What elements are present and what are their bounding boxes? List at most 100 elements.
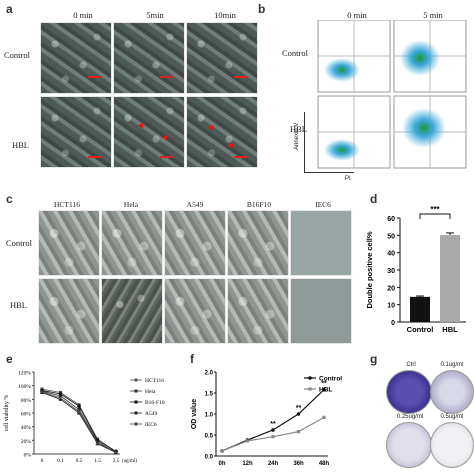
x-tick-label: HBL [442, 325, 458, 334]
legend-marker [308, 387, 312, 391]
y-tick-label: 60 [387, 216, 395, 223]
y-tick-label: 1.5 [205, 392, 214, 398]
scale-bar [160, 156, 174, 158]
micrograph [40, 22, 112, 94]
data-point [58, 394, 63, 398]
bar [440, 234, 460, 322]
cell-line-label: A549 [186, 200, 204, 209]
micrograph [113, 22, 185, 94]
arrow-icon: ◄ [160, 132, 169, 142]
row-label: HBL [290, 124, 307, 134]
y-tick-label: 2.0 [205, 371, 214, 377]
significance-label: ** [270, 421, 276, 428]
cell-line-label: IEC6 [315, 200, 331, 209]
row-label: HBL [12, 140, 29, 150]
colony-dish [386, 422, 432, 468]
micrograph [113, 96, 185, 168]
micrograph [290, 210, 352, 276]
y-tick-label: 50 [387, 233, 395, 240]
cell-line-label: Hela [123, 200, 139, 209]
y-axis-label: Double positive cell% [365, 231, 374, 308]
legend-label: Control [319, 376, 342, 383]
data-point [95, 440, 100, 446]
legend-label: A549 [145, 411, 157, 417]
x-tick-label: 12h [242, 461, 253, 467]
significance-label: ** [296, 405, 302, 412]
micrograph [186, 96, 258, 168]
y-tick-label: 0.5 [205, 434, 214, 440]
significance-label: *** [430, 205, 440, 214]
y-tick-label: 100% [18, 384, 31, 390]
legend-marker [134, 422, 138, 426]
data-point [296, 412, 301, 416]
time-label: 0 min [347, 10, 367, 20]
panel-a-label: a [6, 2, 13, 16]
data-point [58, 395, 63, 401]
time-label: 5 min [423, 10, 443, 20]
flow-plot [317, 20, 391, 93]
data-point [58, 397, 63, 401]
legend-label: HBL [319, 387, 332, 394]
x-tick-label: 0.1 [57, 458, 64, 464]
scale-bar [160, 76, 174, 78]
x-tick-label: 0h [218, 461, 225, 467]
dish-label: 0.1ug/ml [440, 362, 464, 368]
scale-bar [88, 76, 102, 78]
x-tick-label: Control [407, 325, 434, 334]
data-point [271, 428, 275, 432]
cell-line-label: HCT116 [54, 200, 80, 209]
data-point [271, 435, 275, 439]
arrow-icon: ◄ [226, 140, 235, 150]
micrograph [164, 210, 226, 276]
arrow-icon: ◄ [206, 122, 215, 132]
scale-bar [234, 156, 248, 158]
series-line [41, 392, 117, 453]
colony-dish [430, 370, 474, 414]
time-label: 0 min [73, 10, 93, 20]
legend-label: IEC6 [145, 422, 157, 428]
legend-marker [308, 376, 312, 380]
x-tick-label: 2.5 [113, 458, 120, 464]
data-point [77, 404, 81, 408]
colony-dish [386, 370, 432, 414]
micrograph [186, 22, 258, 94]
panel-b-label: b [258, 2, 266, 16]
series-line [41, 391, 117, 453]
legend-label: HCT116 [145, 378, 164, 384]
y-tick-label: 20% [21, 439, 32, 445]
data-point [113, 449, 119, 455]
legend-marker [134, 400, 138, 404]
y-tick-label: 60% [21, 412, 32, 418]
micrograph [38, 278, 100, 344]
scale-bar [234, 76, 248, 78]
data-point [220, 449, 224, 453]
x-tick-label: 0 [41, 458, 44, 464]
axis-line [304, 172, 354, 173]
x-tick-label: 1.5 [94, 458, 101, 464]
data-point [39, 389, 45, 394]
micrograph [290, 278, 352, 344]
row-label: Control [6, 238, 32, 248]
panel-f-label: f [190, 352, 194, 366]
data-point [77, 407, 81, 412]
legend-label: Hela [145, 389, 156, 395]
x-tick-label: 36h [293, 461, 304, 467]
time-label: 10min [214, 10, 236, 20]
x-unit-label: (ug/ml) [122, 459, 137, 464]
series-line [41, 388, 117, 453]
micrograph [227, 278, 289, 344]
data-point [296, 430, 301, 434]
y-tick-label: 20 [387, 285, 395, 292]
row-label: Control [282, 48, 308, 58]
micrograph [101, 278, 163, 344]
x-tick-label: 24h [268, 461, 279, 467]
data-point [76, 409, 82, 414]
data-point [322, 387, 326, 392]
line-chart-e: 0% 20% 40% 60% 80% 100% 120% 0 0.1 0.5 1.5 2.5 (ug/m… [4, 371, 165, 465]
panel-e-label: e [6, 352, 13, 366]
y-tick-label: 10 [387, 303, 395, 310]
significance-bracket [419, 213, 451, 219]
y-tick-label: 40% [21, 425, 32, 431]
dish-label: 0.5ug/ml [440, 414, 464, 420]
row-label: HBL [10, 300, 27, 310]
